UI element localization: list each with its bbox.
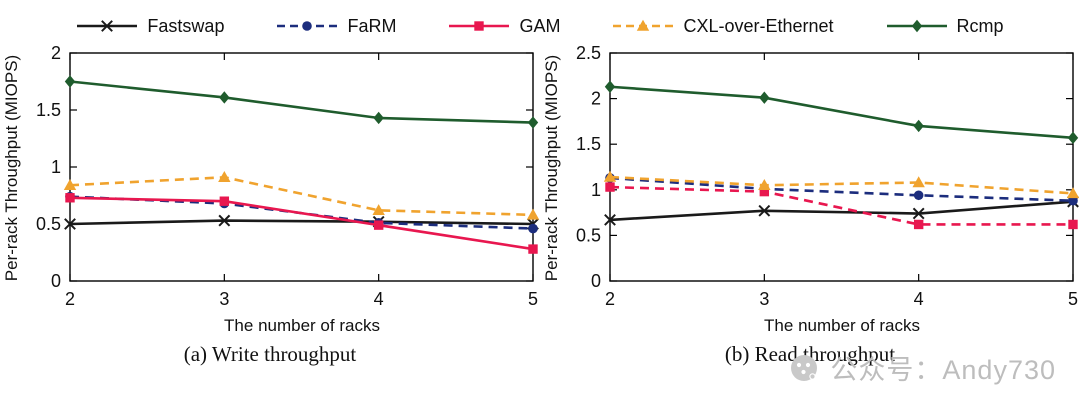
legend-marker-gam (449, 21, 510, 31)
series-marker-circle (1068, 195, 1078, 206)
legend-item-rcmp: Rcmp (886, 16, 1004, 37)
series-marker-diamond (913, 119, 924, 133)
y-tick-label: 0.5 (576, 225, 601, 245)
series-marker-square (65, 193, 75, 203)
y-tick-label: 1.5 (576, 134, 601, 154)
series-line-rcmp (609, 85, 1074, 140)
series-marker-triangle (1066, 187, 1080, 199)
series-marker-triangle (758, 179, 771, 190)
legend-item-cxl-over-ethernet: CXL-over-Ethernet (612, 15, 834, 37)
series-marker-diamond (527, 116, 539, 129)
series-marker-diamond (64, 75, 76, 88)
series-marker-triangle (526, 208, 540, 220)
x-axis-label: The number of racks (764, 316, 920, 335)
x-tick-label: 3 (759, 289, 769, 309)
y-axis-label: Per-rack Throughput (MIOPS) (2, 55, 21, 281)
series-line-farm (609, 176, 1074, 203)
y-tick-label: 1 (591, 180, 601, 200)
series-marker-square (474, 21, 485, 31)
series-marker-x (758, 204, 771, 217)
legend-marker-fastswap (77, 20, 138, 32)
x-tick-label: 2 (65, 289, 75, 309)
x-axis-label: The number of racks (224, 316, 380, 335)
series-marker-circle (913, 190, 924, 201)
series-marker-diamond (911, 19, 922, 33)
caption-write-throughput: (a) Write throughput (183, 342, 357, 366)
write-throughput-chart: 0 0.5 1 1.5 2 2 3 4 5 Per-rack Throughput (MIOPS… (2, 43, 540, 335)
series-marker-triangle (63, 179, 77, 190)
read-throughput-chart: 0 0.5 1 1.5 2 2.5 2 3 4 5 Per-rack Throughput (MI… (542, 43, 1080, 335)
series-line-rcmp (69, 80, 534, 124)
series-marker-x (912, 207, 925, 220)
y-tick-label: 2.5 (576, 43, 601, 63)
write-throughput-panel: 0 0.5 1 1.5 2 2 3 4 5 Per-rack Throughput (MIOPS… (0, 41, 540, 367)
legend-item-farm: FaRM (276, 16, 396, 37)
plot-border (609, 52, 1074, 282)
series-line-gam (609, 185, 1073, 226)
legend-label: Rcmp (956, 15, 1004, 36)
series-marker-diamond (759, 91, 770, 104)
y-tick-label: 1.5 (36, 100, 61, 120)
series-marker-triangle (637, 19, 650, 31)
series-marker-x (604, 213, 616, 226)
y-axis-label: Per-rack Throughput (MIOPS) (542, 55, 561, 281)
legend-item-gam: GAM (448, 16, 560, 37)
series-marker-triangle (218, 171, 231, 182)
legend-marker-farm (277, 21, 338, 31)
legend-label: Fastswap (147, 15, 225, 36)
series-marker-triangle (912, 176, 925, 188)
series-marker-square (373, 220, 384, 230)
x-tick-label: 5 (1068, 289, 1078, 309)
y-tick-label: 0 (591, 271, 601, 291)
y-tick-label: 2 (591, 89, 601, 109)
series-marker-triangle (372, 204, 385, 216)
series-line-cxl-over-ethernet (69, 175, 534, 217)
series-marker-square (913, 219, 924, 230)
series-marker-x (64, 218, 76, 230)
read-throughput-panel: 0 0.5 1 1.5 2 2.5 2 3 4 5 Per-rack Throughput (MI… (540, 41, 1080, 367)
plot-border (69, 52, 534, 282)
series-marker-diamond (373, 111, 384, 125)
series-marker-circle (528, 223, 538, 234)
x-tick-label: 5 (528, 289, 538, 309)
series-marker-square (605, 182, 615, 192)
legend-marker-cxl-over-ethernet (613, 19, 674, 31)
series-marker-diamond (219, 91, 230, 104)
watermark-text: 公众号：Andy730 (830, 355, 1056, 385)
throughput-figure: Fastswap FaRM GAM CXL-over-Ethernet Rcmp 0 0.… (0, 0, 1080, 385)
y-tick-label: 0.5 (36, 214, 61, 234)
legend-label: GAM (519, 15, 561, 36)
series-line-fastswap (609, 200, 1074, 222)
series-marker-square (528, 244, 538, 254)
x-tick-label: 2 (605, 289, 615, 309)
series-marker-diamond (1067, 131, 1079, 145)
series-marker-circle (302, 21, 313, 31)
charts-row: 0 0.5 1 1.5 2 2 3 4 5 Per-rack Throughput (MIOPS… (0, 41, 1080, 367)
watermark: 公众号：Andy730 (788, 348, 1056, 387)
legend-label: FaRM (347, 15, 397, 36)
series-line-gam (69, 196, 534, 251)
chart-legend: Fastswap FaRM GAM CXL-over-Ethernet Rcmp (0, 0, 1080, 39)
x-tick-label: 4 (914, 289, 924, 309)
wechat-icon (791, 354, 818, 381)
x-tick-label: 3 (219, 289, 229, 309)
series-marker-square (1068, 219, 1078, 230)
legend-item-fastswap: Fastswap (76, 16, 224, 37)
y-tick-label: 2 (51, 43, 61, 63)
series-marker-diamond (604, 80, 616, 93)
series-marker-x (218, 214, 231, 227)
legend-marker-rcmp (886, 19, 947, 33)
series-marker-square (219, 196, 230, 206)
series-line-cxl-over-ethernet (609, 175, 1074, 195)
series-marker-square (759, 186, 770, 197)
legend-label: CXL-over-Ethernet (683, 15, 834, 36)
series-marker-triangle (603, 170, 617, 182)
series-marker-x (101, 20, 114, 32)
y-tick-label: 0 (51, 271, 61, 291)
x-tick-label: 4 (374, 289, 384, 309)
series-line-fastswap (69, 219, 534, 226)
y-tick-label: 1 (51, 157, 61, 177)
